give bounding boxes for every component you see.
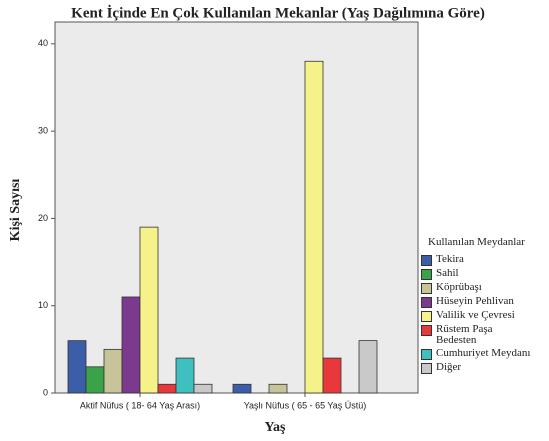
- y-tick-label: 40: [38, 38, 48, 48]
- y-tick-label: 30: [38, 125, 48, 135]
- legend: Kullanılan Meydanlar Tekira Sahil Köprübaş…: [420, 236, 549, 376]
- bar: [121, 296, 141, 394]
- chart-title: Kent İçinde En Çok Kullanılan Mekanlar (…: [71, 4, 485, 21]
- bar: [304, 60, 324, 394]
- legend-swatch: [421, 349, 432, 360]
- legend-item: Valilik ve Çevresi: [420, 310, 549, 322]
- legend-item: Tekira: [420, 254, 549, 266]
- x-tick-label: Yaşlı Nüfus ( 65 - 65 Yaş Üstü): [244, 400, 367, 410]
- legend-label: Valilik ve Çevresi: [436, 309, 515, 321]
- legend-swatch: [421, 283, 432, 294]
- legend-label: Tekira: [436, 253, 464, 265]
- x-tick-label: Aktif Nüfus ( 18- 64 Yaş Arası): [80, 400, 200, 410]
- legend-item: Cumhuriyet Meydanı: [420, 348, 549, 360]
- legend-item: Diğer: [420, 362, 549, 374]
- bar: [358, 340, 378, 394]
- plot-area: [54, 21, 419, 394]
- legend-swatch: [421, 255, 432, 266]
- bar: [85, 366, 105, 394]
- legend-label: Köprübaşı: [436, 281, 482, 293]
- bar: [193, 383, 213, 394]
- y-axis-label: Kişi Sayısı: [8, 179, 23, 242]
- legend-label: Diğer: [436, 361, 462, 373]
- bar: [175, 357, 195, 394]
- x-axis-label: Yaş: [264, 420, 286, 435]
- legend-swatch: [421, 363, 432, 374]
- legend-item: Sahil: [420, 268, 549, 280]
- legend-label: Cumhuriyet Meydanı: [436, 347, 531, 359]
- legend-item: Köprübaşı: [420, 282, 549, 294]
- legend-label: Hüseyin Pehlivan: [436, 295, 514, 307]
- y-tick-label: 0: [43, 387, 48, 397]
- bar: [232, 383, 252, 394]
- legend-label: Sahil: [436, 267, 459, 279]
- legend-item: Hüseyin Pehlivan: [420, 296, 549, 308]
- bar: [322, 357, 342, 394]
- bar: [103, 348, 123, 394]
- legend-swatch: [421, 311, 432, 322]
- bar: [157, 383, 177, 394]
- bar: [139, 226, 159, 394]
- y-tick-label: 20: [38, 213, 48, 223]
- bar: [67, 340, 87, 394]
- y-tick-label: 10: [38, 300, 48, 310]
- legend-swatch: [421, 297, 432, 308]
- legend-swatch: [421, 325, 432, 336]
- bar: [268, 383, 288, 394]
- legend-swatch: [421, 269, 432, 280]
- legend-label: Rüstem Paşa Bedesten: [436, 323, 493, 346]
- legend-item: Rüstem Paşa Bedesten: [420, 324, 549, 346]
- legend-title: Kullanılan Meydanlar: [428, 236, 525, 248]
